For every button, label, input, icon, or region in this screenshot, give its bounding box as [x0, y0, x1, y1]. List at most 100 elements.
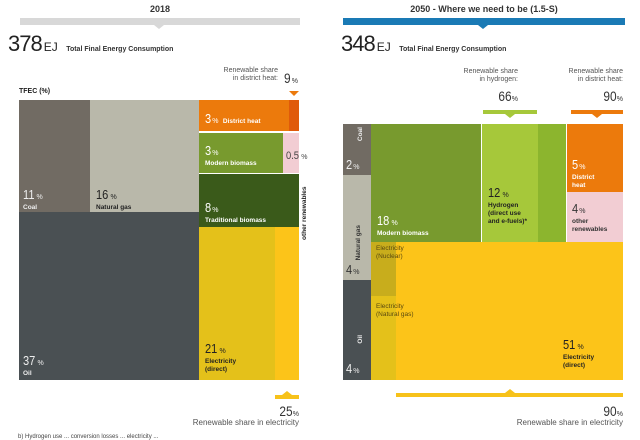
pct-sign: %	[502, 192, 509, 199]
elec-natgas-label: Electricity (Natural gas)	[376, 303, 414, 319]
name: (direct)	[563, 362, 586, 369]
header-pointer-2050	[478, 25, 488, 29]
name: heat	[572, 182, 586, 189]
total-2050: 348 EJ Total Final Energy Consumption	[341, 31, 506, 57]
natgas-label: Natural gas	[355, 225, 362, 261]
name: District heat	[222, 118, 261, 125]
total-2018: 378 EJ Total Final Energy Consumption	[8, 31, 173, 57]
value: 90	[603, 88, 617, 104]
note-line: in hydrogen:	[479, 76, 518, 83]
name: Electricity	[376, 245, 404, 252]
block-oil-2050: Oil 4%	[343, 280, 371, 380]
block-electricity-2050: 51% Electricity (direct)	[371, 242, 623, 380]
value: 0.5	[286, 150, 300, 162]
dh-renewable-note-2050: Renewable share in district heat:	[545, 68, 623, 84]
pct-sign: %	[212, 118, 219, 125]
pct-sign: %	[616, 411, 623, 418]
pct-sign: %	[292, 411, 299, 418]
coal-label: 11% Coal	[23, 186, 43, 212]
elec-bracket-2050	[396, 393, 623, 397]
note-line: Renewable share	[223, 67, 278, 74]
header-bar-2050	[343, 18, 625, 25]
value: 90	[603, 403, 617, 419]
elec-renewable-label-2018: Renewable share in electricity	[192, 418, 299, 427]
value: 12	[488, 185, 501, 200]
block-traditional-biomass-2018: 8% Traditional biomass	[199, 174, 299, 227]
value: 18	[377, 213, 390, 228]
elec-bracket-2018	[275, 395, 299, 399]
dh-renewable-note-2018: Renewable share in district heat:	[200, 67, 278, 83]
value: 5	[572, 157, 579, 172]
block-district-heat-renewable-2018	[289, 100, 299, 131]
block-hydrogen-nonrenewable-2050	[538, 124, 566, 242]
name: Hydrogen	[488, 202, 519, 209]
footnote: b) Hydrogen use ... conversion losses ..…	[18, 434, 159, 440]
dh-pointer-2018	[289, 91, 299, 96]
pct-sign: %	[391, 220, 398, 227]
value: 16	[96, 187, 109, 202]
oil-label: Oil	[357, 335, 364, 344]
name: Electricity	[376, 303, 404, 310]
value: 51	[563, 337, 576, 352]
h2-label: 12% Hydrogen (direct use and e-fuels)*	[488, 184, 527, 226]
value: 4	[572, 201, 579, 216]
other-ren-value-2018: 0.5%	[286, 146, 308, 164]
value: 8	[205, 200, 212, 215]
pct-sign: %	[301, 154, 308, 161]
tfec-axis-label: TFEC (%)	[19, 88, 51, 95]
elec-bracket-pointer-2018	[282, 391, 292, 395]
h2-renewable-note-2050: Renewable share in hydrogen:	[440, 68, 518, 84]
pct-sign: %	[579, 208, 586, 215]
name: (direct)	[205, 366, 228, 373]
pct-sign: %	[511, 96, 518, 103]
total-value: 378	[8, 31, 43, 56]
coal-value: 2%	[346, 156, 359, 174]
block-electricity-2018: 21% Electricity (direct)	[199, 227, 275, 380]
mb-label: 18% Modern biomass	[377, 212, 429, 238]
name: renewables	[572, 226, 608, 233]
pct-sign: %	[353, 164, 360, 171]
mb-label: 3% Modern biomass	[205, 142, 257, 168]
name: other	[572, 218, 589, 225]
note-line: in district heat:	[232, 75, 278, 82]
note-line: Renewable share	[463, 68, 518, 75]
name: Traditional biomass	[205, 217, 267, 224]
pct-sign: %	[36, 194, 43, 201]
value: 3	[205, 143, 212, 158]
dh-renewable-value-2050: 90%	[570, 88, 623, 106]
block-district-heat-2018: 3% District heat	[199, 100, 289, 131]
block-coal-2050: Coal 2%	[343, 124, 371, 175]
total-label: Total Final Energy Consumption	[399, 46, 507, 53]
pct-sign: %	[577, 344, 584, 351]
name: (Nuclear)	[376, 253, 403, 260]
pct-sign: %	[353, 368, 360, 375]
block-hydrogen-2050: 12% Hydrogen (direct use and e-fuels)*	[482, 124, 538, 242]
value: 25	[279, 403, 293, 419]
block-coal-2018: 11% Coal	[19, 100, 90, 212]
pct-sign: %	[212, 150, 219, 157]
h2-renewable-value-2050: 66%	[470, 88, 518, 106]
dh-bracket-2050	[571, 110, 623, 114]
pct-sign: %	[616, 96, 623, 103]
elec-bracket-pointer-2050	[505, 389, 515, 393]
value: 21	[205, 341, 218, 356]
block-other-renewables-2050: 4% other renewables	[567, 192, 623, 242]
h2-bracket-pointer-2050	[505, 114, 515, 118]
name: Coal	[23, 204, 38, 211]
block-modern-biomass-2050: 18% Modern biomass	[371, 124, 481, 242]
name: and e-fuels)*	[488, 218, 528, 225]
pct-sign: %	[212, 207, 219, 214]
value: 9	[284, 70, 291, 86]
value: 11	[23, 187, 35, 202]
natgas-value: 4%	[346, 261, 359, 279]
header-pointer-2018	[154, 25, 164, 29]
elec-renewable-value-2050: 90%	[520, 403, 623, 421]
value: 66	[498, 88, 512, 104]
elec-renewable-value-2018: 25%	[200, 403, 299, 421]
block-oil-2018: 37% Oil	[19, 212, 199, 380]
total-unit: EJ	[376, 40, 391, 54]
pct-sign: %	[110, 194, 117, 201]
name: Oil	[23, 370, 32, 377]
pct-sign: %	[219, 348, 226, 355]
value: 4	[346, 262, 353, 277]
